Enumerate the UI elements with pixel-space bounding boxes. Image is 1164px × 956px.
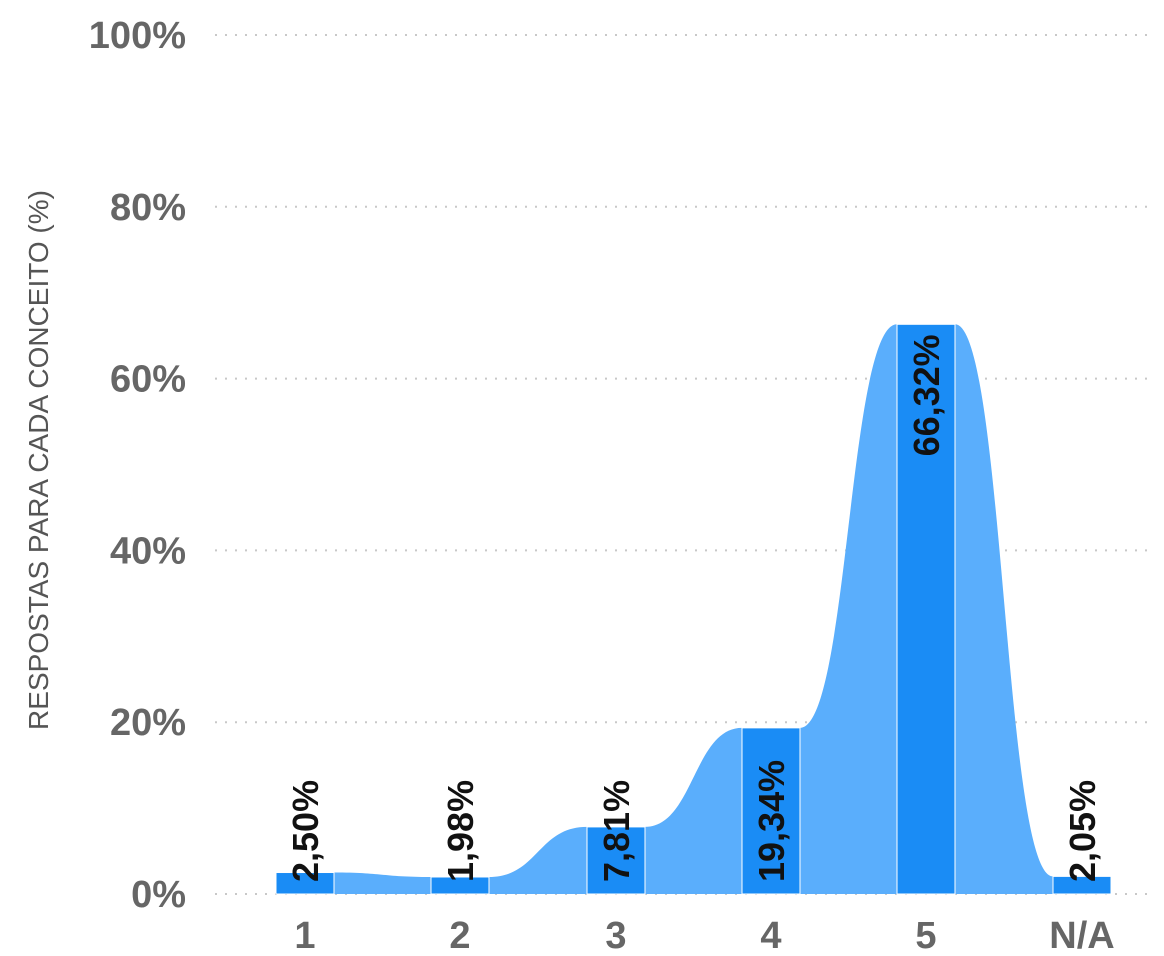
- y-tick-label: 100%: [89, 15, 186, 57]
- data-labels: 2,50% 1,98% 7,81% 19,34% 66,32% 2,05%: [285, 334, 1103, 882]
- data-label: 19,34%: [751, 760, 792, 882]
- x-tick-label: 2: [449, 915, 470, 956]
- bar-N/A: [1052, 875, 1112, 895]
- bar-1: [275, 872, 335, 895]
- bar-3: [586, 826, 646, 895]
- y-tick-label: 60%: [110, 359, 186, 401]
- y-tick-label: 40%: [110, 530, 186, 572]
- y-tick-label: 0%: [131, 874, 186, 916]
- y-axis-title: RESPOSTAS PARA CADA CONCEITO (%): [23, 190, 54, 730]
- x-tick-label: 3: [605, 915, 626, 956]
- data-label: 7,81%: [596, 780, 637, 882]
- y-tick-label: 20%: [110, 702, 186, 744]
- x-axis-ticks: 1 2 3 4 5 N/A: [294, 915, 1114, 956]
- x-tick-label: 4: [760, 915, 781, 956]
- data-label: 2,50%: [285, 780, 326, 882]
- data-label: 66,32%: [906, 334, 947, 456]
- distribution-area: [276, 324, 1111, 895]
- data-label: 2,05%: [1062, 780, 1103, 882]
- bar-4: [741, 727, 801, 895]
- bar-2: [430, 876, 490, 895]
- x-tick-label: N/A: [1049, 915, 1114, 956]
- y-tick-label: 80%: [110, 187, 186, 229]
- bar-5: [896, 323, 956, 895]
- data-label: 1,98%: [440, 780, 481, 882]
- x-tick-label: 1: [294, 915, 315, 956]
- y-axis-ticks: 0% 20% 40% 60% 80% 100%: [89, 15, 186, 916]
- bars: [275, 323, 1112, 895]
- x-tick-label: 5: [915, 915, 936, 956]
